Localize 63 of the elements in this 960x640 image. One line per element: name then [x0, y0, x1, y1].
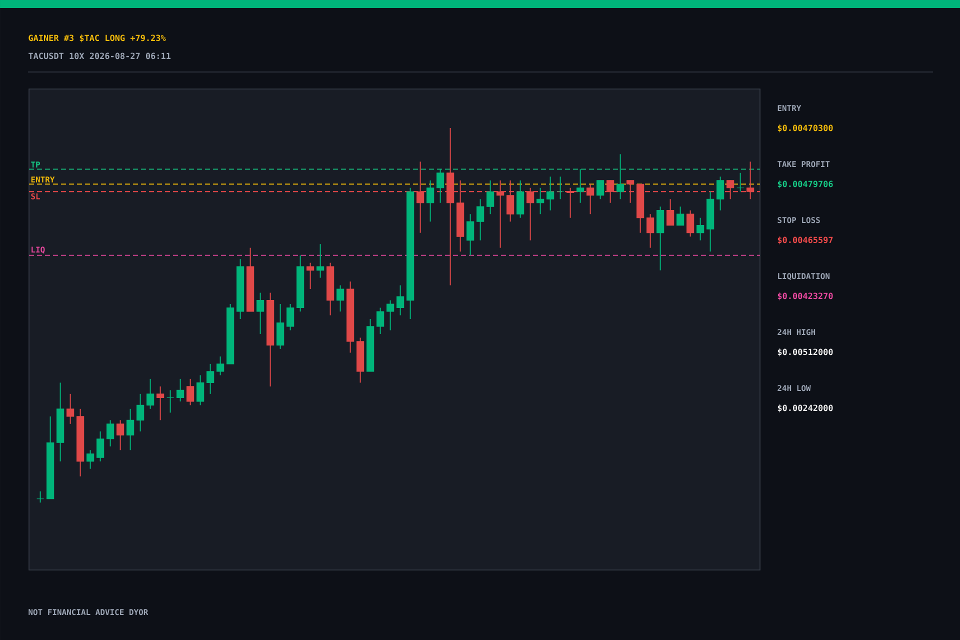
candlestick — [666, 198, 674, 226]
candlestick — [146, 378, 154, 410]
text: $0.00465597 — [778, 236, 833, 244]
candlestick — [166, 390, 174, 414]
candlestick — [36, 490, 44, 504]
candlestick — [196, 374, 204, 406]
candlestick — [316, 244, 324, 278]
text: $0.00470300 — [778, 124, 833, 132]
candlestick — [336, 284, 344, 312]
candlestick — [106, 420, 114, 447]
candlestick — [116, 420, 124, 451]
candlestick — [536, 187, 544, 215]
candlestick — [396, 284, 404, 316]
candlestick — [566, 187, 574, 218]
candlestick — [626, 180, 634, 204]
candlestick — [156, 386, 164, 421]
candlestick — [516, 180, 524, 218]
candlestick — [216, 356, 224, 376]
candlestick — [676, 206, 684, 226]
candlestick — [476, 198, 484, 241]
candlestick — [646, 214, 654, 248]
candlestick — [256, 292, 264, 334]
text: $0.00242000 — [778, 404, 833, 412]
candlestick — [686, 210, 694, 238]
candlestick — [426, 180, 434, 222]
candlestick — [126, 408, 134, 451]
candlestick — [656, 206, 664, 271]
candlestick — [746, 161, 754, 200]
candlestick — [726, 180, 734, 200]
candlestick — [436, 168, 444, 204]
text: $0.00423270 — [778, 292, 833, 300]
candlestick — [306, 262, 314, 290]
candlestick — [466, 214, 474, 256]
candlestick — [376, 307, 384, 334]
candlestick — [136, 393, 144, 432]
candlestick — [556, 176, 564, 200]
chart-subtitle: TACUSDT 10X 2026-08-27 06:11 — [28, 52, 171, 60]
candlestick — [506, 180, 514, 222]
candlestick — [186, 378, 194, 406]
candlestick — [66, 393, 74, 424]
candlestick — [286, 304, 294, 331]
candlestick — [176, 378, 184, 402]
candlestick — [486, 180, 494, 215]
text: $0.00479706 — [778, 180, 833, 188]
candlestick — [206, 363, 214, 394]
candlestick — [736, 172, 744, 192]
candlestick — [616, 154, 624, 200]
candlestick — [526, 187, 534, 241]
candlestick — [546, 176, 554, 211]
candlestick — [696, 217, 704, 241]
candlestick — [596, 180, 604, 200]
text: $0.00512000 — [778, 348, 833, 356]
candlestick — [586, 184, 594, 215]
chart-title: GAINER #3 $TAC LONG +79.23% — [28, 34, 166, 42]
candlestick — [606, 180, 614, 204]
candlestick — [386, 300, 394, 331]
candlestick — [576, 168, 584, 204]
candlestick — [416, 161, 424, 234]
candlestick — [496, 180, 504, 248]
candlestick — [96, 430, 104, 462]
candlestick — [86, 450, 94, 470]
candlestick — [716, 176, 724, 211]
candlestick — [276, 304, 284, 350]
